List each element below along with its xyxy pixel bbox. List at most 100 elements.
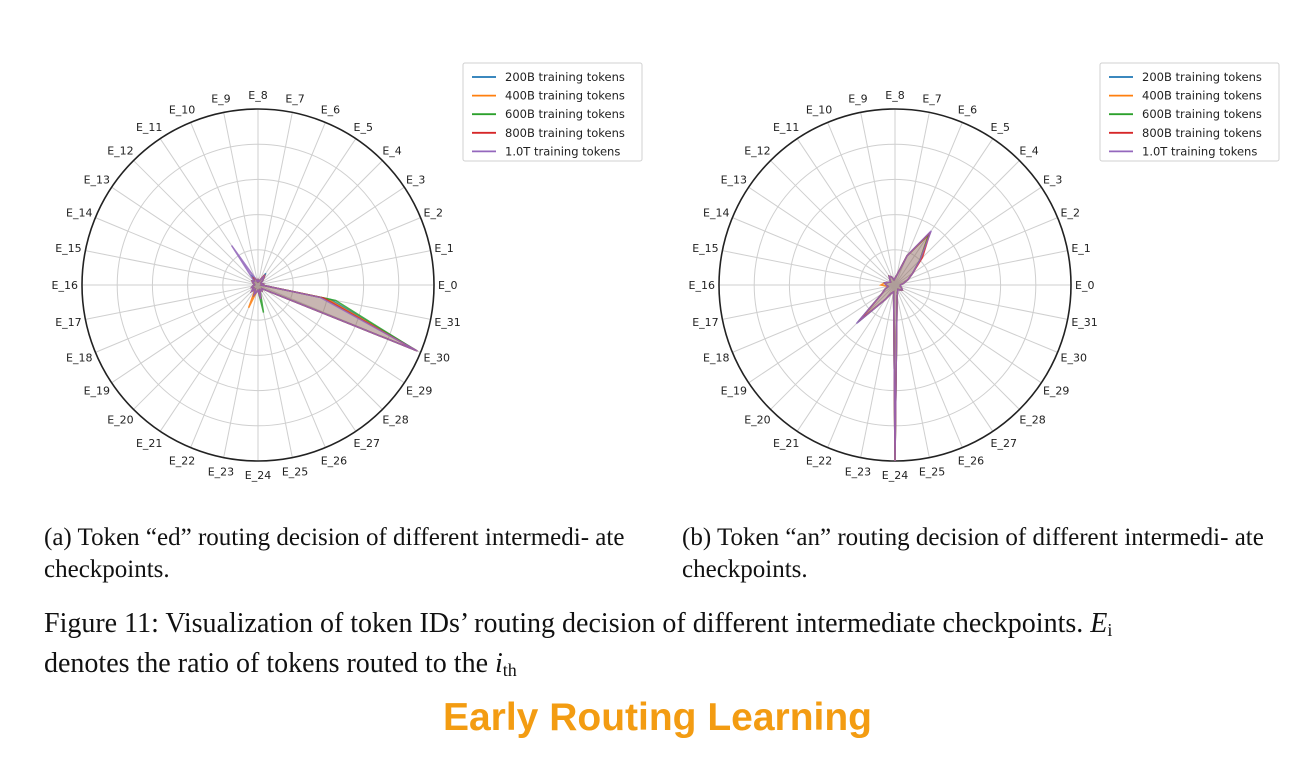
grid-spoke [732,284,896,353]
legend-label: 800B training tokens [505,126,625,140]
grid-spoke [770,284,896,410]
grid-spoke [722,250,896,286]
chart-panel-b: E_0 E_1 E_2 E_3 E_4 E_5 E_6 E_7 E_8 E_9 E_10 E_11 E_… [658,0,1315,500]
category-label: E_29 [406,385,432,398]
category-label: E_2 [1061,206,1080,219]
math-i-th: ith [495,648,517,680]
figure-caption-text: Figure 11: Visualization of token IDs’ r… [44,608,1084,639]
grid-spoke [257,284,383,410]
category-label: E_28 [382,413,408,426]
category-label: E_23 [845,465,871,478]
category-label: E_9 [848,93,867,106]
grid-spoke [133,160,259,286]
legend-label: 1.0T training tokens [505,144,620,158]
legend: 200B training tokens 400B training tokens… [1099,62,1280,162]
grid-spoke [894,112,930,286]
category-label: E_11 [136,121,162,134]
grid-spoke [190,122,259,286]
category-label: E_27 [354,437,380,450]
grid-spoke [894,284,1042,384]
grid-spoke [722,284,896,320]
category-label: E_7 [922,93,941,106]
category-label: E_1 [434,242,453,255]
grid-spoke [894,284,1020,410]
legend-label: 400B training tokens [505,89,625,103]
category-label: E_24 [882,469,908,482]
category-label: E_29 [1043,385,1069,398]
legend-label: 1.0T training tokens [1142,144,1257,158]
grid-spoke [257,284,293,458]
math-e-subscript: i [1107,620,1113,640]
grid-spoke [257,284,326,448]
legend-box [462,62,643,162]
grid-spoke [894,284,1068,320]
category-label: E_11 [773,121,799,134]
category-label: E_18 [703,352,729,365]
category-label: E_12 [744,145,770,158]
grid-spoke [827,284,896,448]
legend-label: 200B training tokens [505,70,625,84]
grid-spoke [257,217,421,286]
math-e-symbol: Ei [1090,608,1113,640]
category-label: E_30 [1061,352,1087,365]
category-label: E_21 [773,437,799,450]
category-label: E_7 [285,93,304,106]
math-i: i [495,648,503,679]
category-label: E_25 [919,465,945,478]
math-e: E [1090,608,1108,639]
legend-label: 400B training tokens [1142,89,1262,103]
category-label: E_8 [885,89,904,102]
radar-frame [81,108,435,462]
slide-title: Early Routing Learning [442,696,873,739]
category-label: E_6 [958,103,977,116]
category-label: E_16 [689,279,715,292]
grid-spoke [894,138,994,286]
category-label: E_10 [169,103,195,116]
subfigure-caption-a: (a) Token “ed” routing decision of diffe… [44,524,625,583]
series-line [230,245,418,352]
category-label: E_14 [66,206,92,219]
legend: 200B training tokens 400B training tokens… [462,62,643,162]
grid-spoke [860,112,896,286]
grid-spoke [894,250,1068,286]
category-label: E_30 [424,352,450,365]
series-line [855,230,932,462]
category-label: E_21 [136,437,162,450]
category-label: E_5 [991,121,1010,134]
grid-spoke [894,284,930,458]
legend-label: 200B training tokens [1142,70,1262,84]
category-label: E_5 [354,121,373,134]
category-label: E_20 [107,413,133,426]
grid-spoke [894,217,1058,286]
legend-box [1099,62,1280,162]
radar-chart-b: E_0E_1E_2E_3E_4E_5E_6E_7E_8E_9E_10E_11E_… [689,62,1280,482]
category-label: E_10 [806,103,832,116]
grid-spoke [748,186,896,286]
category-label: E_26 [321,455,347,468]
subfigure-caption-b: (b) Token “an” routing decision of diffe… [682,524,1264,583]
category-label: E_3 [406,173,425,186]
category-label: E_13 [721,173,747,186]
category-label: E_13 [84,173,110,186]
category-label: E_24 [245,469,271,482]
grid-spoke [111,284,259,384]
radar-grid [718,108,1072,462]
grid-spoke [111,186,259,286]
radar-chart-a: E_0E_1E_2E_3E_4E_5E_6E_7E_8E_9E_10E_11E_… [52,62,643,482]
figure-caption: Figure 11: Visualization of token IDs’ r… [44,607,1294,687]
category-label: E_20 [744,413,770,426]
category-label: E_22 [806,455,832,468]
grid-spoke [85,284,259,320]
grid-spoke [894,186,1042,286]
grid-spoke [85,250,259,286]
grid-spoke [257,186,405,286]
legend-label: 600B training tokens [1142,107,1262,121]
radar-grid [81,108,435,462]
grid-spoke [748,284,896,384]
legend-label: 600B training tokens [505,107,625,121]
grid-spoke [257,138,357,286]
category-label: E_2 [424,206,443,219]
category-label: E_0 [1075,279,1094,292]
category-label: E_1 [1071,242,1090,255]
grid-spoke [159,284,259,432]
